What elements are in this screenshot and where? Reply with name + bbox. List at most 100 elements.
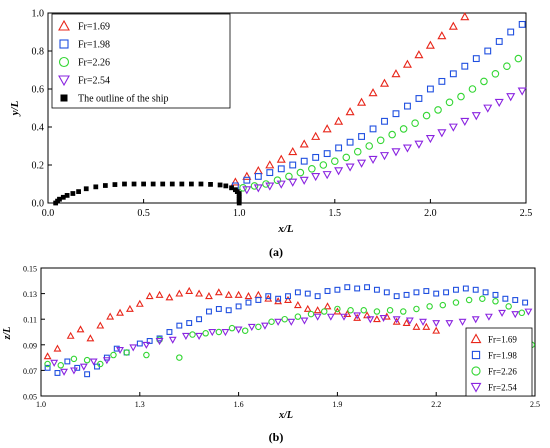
data-point-fr-2-26: [83, 356, 91, 364]
data-point-fr-2-26: [503, 62, 511, 70]
x-tick-label: 2.5: [530, 400, 540, 409]
data-point-fr-2-26: [411, 119, 419, 127]
data-marks-b: [43, 284, 535, 378]
data-point-fr-2-54: [345, 163, 355, 172]
data-point-fr-2-26: [320, 308, 328, 315]
data-point-fr-1-69: [96, 321, 105, 329]
data-point-fr-1-98: [64, 358, 71, 365]
series-fr-1-69: [230, 12, 470, 186]
data-point-the-outline-of-the-ship: [122, 181, 127, 187]
data-point-the-outline-of-the-ship: [198, 181, 204, 187]
data-point-fr-1-69: [244, 292, 253, 300]
data-point-fr-2-54: [129, 344, 138, 352]
data-point-fr-2-54: [414, 140, 424, 149]
data-point-fr-1-69: [437, 31, 447, 40]
data-point-fr-2-26: [255, 323, 262, 331]
data-point-fr-2-54: [405, 317, 414, 325]
data-point-fr-2-26: [480, 77, 488, 86]
data-point-fr-1-69: [293, 300, 302, 309]
y-tick-label: 0.8: [32, 47, 45, 58]
legend-label-fr-2-54: Fr=2.54: [488, 383, 517, 393]
data-point-fr-2-26: [319, 161, 328, 169]
data-point-fr-1-98: [196, 316, 203, 323]
data-point-fr-1-98: [54, 370, 61, 376]
data-point-fr-1-98: [512, 297, 519, 303]
data-point-the-outline-of-the-ship: [83, 186, 89, 192]
data-point-fr-1-98: [285, 293, 291, 300]
data-point-fr-1-69: [288, 146, 298, 156]
data-point-fr-1-98: [334, 286, 341, 293]
data-point-fr-2-26: [228, 324, 236, 332]
data-point-fr-1-69: [345, 107, 355, 116]
legend-marker-the-outline-of-the-ship: [60, 94, 68, 102]
data-point-fr-2-26: [388, 130, 396, 139]
data-point-fr-2-26: [399, 125, 408, 133]
data-point-fr-1-98: [426, 85, 434, 93]
data-point-fr-2-54: [379, 314, 388, 323]
data-point-fr-2-26: [373, 308, 381, 315]
data-point-fr-2-54: [458, 318, 467, 326]
data-point-the-outline-of-the-ship: [189, 181, 194, 187]
data-point-fr-1-98: [266, 169, 274, 177]
data-point-fr-2-26: [268, 318, 275, 326]
data-point-fr-2-54: [300, 317, 309, 325]
data-point-fr-1-98: [225, 307, 232, 314]
x-tick-label: 2.5: [520, 208, 533, 219]
data-point-fr-2-26: [123, 349, 130, 356]
series-fr-1-69: [43, 286, 441, 360]
data-point-the-outline-of-the-ship: [76, 189, 81, 194]
legend-label-fr-1-69: Fr=1.69: [78, 22, 110, 33]
data-point-fr-1-98: [255, 297, 262, 303]
data-point-fr-2-54: [445, 320, 454, 328]
axis-ticks-b: 1.0 1.3 1.6 1.9 2.2 2.5 0.05 0.07 0.09 0.11 0.13 0.…: [23, 265, 540, 410]
data-point-fr-2-26: [331, 157, 339, 165]
legend-box-a: [51, 13, 231, 109]
data-point-fr-2-54: [288, 178, 298, 187]
data-point-fr-1-69: [116, 308, 124, 316]
data-point-fr-1-98: [423, 288, 430, 294]
data-point-fr-1-98: [335, 144, 343, 152]
data-point-fr-1-69: [53, 344, 62, 352]
data-point-fr-1-69: [311, 131, 321, 140]
y-tick-label: 0.2: [32, 161, 45, 172]
series-fr-2-54: [242, 87, 527, 195]
legend-label-fr-1-69: Fr=1.69: [488, 335, 517, 345]
data-point-fr-1-69: [155, 290, 164, 298]
data-point-fr-2-54: [116, 346, 124, 355]
data-point-fr-1-98: [243, 176, 251, 184]
data-point-fr-1-98: [294, 289, 301, 296]
data-point-fr-1-98: [443, 289, 450, 296]
data-point-fr-2-54: [326, 313, 335, 321]
data-point-fr-2-26: [97, 360, 104, 368]
data-point-fr-1-98: [461, 62, 469, 70]
data-point-fr-1-69: [422, 322, 431, 330]
x-tick-label: 2.0: [424, 208, 437, 219]
data-point-fr-1-69: [460, 12, 470, 21]
data-point-fr-1-98: [354, 285, 361, 292]
data-point-fr-2-54: [425, 134, 435, 144]
data-point-fr-1-98: [275, 295, 282, 302]
data-point-fr-2-54: [379, 152, 390, 161]
data-point-fr-2-26: [491, 70, 500, 78]
axis-ticks-a: 0.0 0.5 1.0 1.5 2.0 2.5 0.0 0.2 0.4 0.6 0.8 1.0: [32, 9, 533, 220]
x-axis-label-b: x/L: [278, 410, 293, 421]
data-point-fr-1-98: [415, 95, 423, 102]
data-point-fr-2-26: [360, 306, 367, 314]
data-point-fr-2-26: [465, 296, 473, 304]
data-point-fr-1-69: [253, 165, 263, 175]
data-point-fr-2-54: [79, 363, 88, 371]
legend-marker-fr-2-54: [58, 75, 70, 87]
data-point-fr-1-98: [186, 320, 193, 326]
data-point-fr-2-54: [311, 172, 321, 182]
data-point-fr-1-98: [404, 102, 411, 110]
data-point-fr-2-26: [452, 299, 460, 306]
data-point-fr-1-69: [414, 50, 424, 59]
data-point-fr-1-98: [518, 20, 526, 28]
data-point-fr-1-69: [382, 312, 391, 320]
data-point-fr-2-26: [468, 85, 477, 93]
series-fr-2-26: [44, 295, 535, 369]
y-tick-label: 0.05: [23, 393, 37, 402]
data-point-fr-2-54: [432, 320, 441, 328]
y-axis-label-b: z/L: [2, 327, 13, 341]
data-point-fr-2-54: [437, 129, 447, 138]
